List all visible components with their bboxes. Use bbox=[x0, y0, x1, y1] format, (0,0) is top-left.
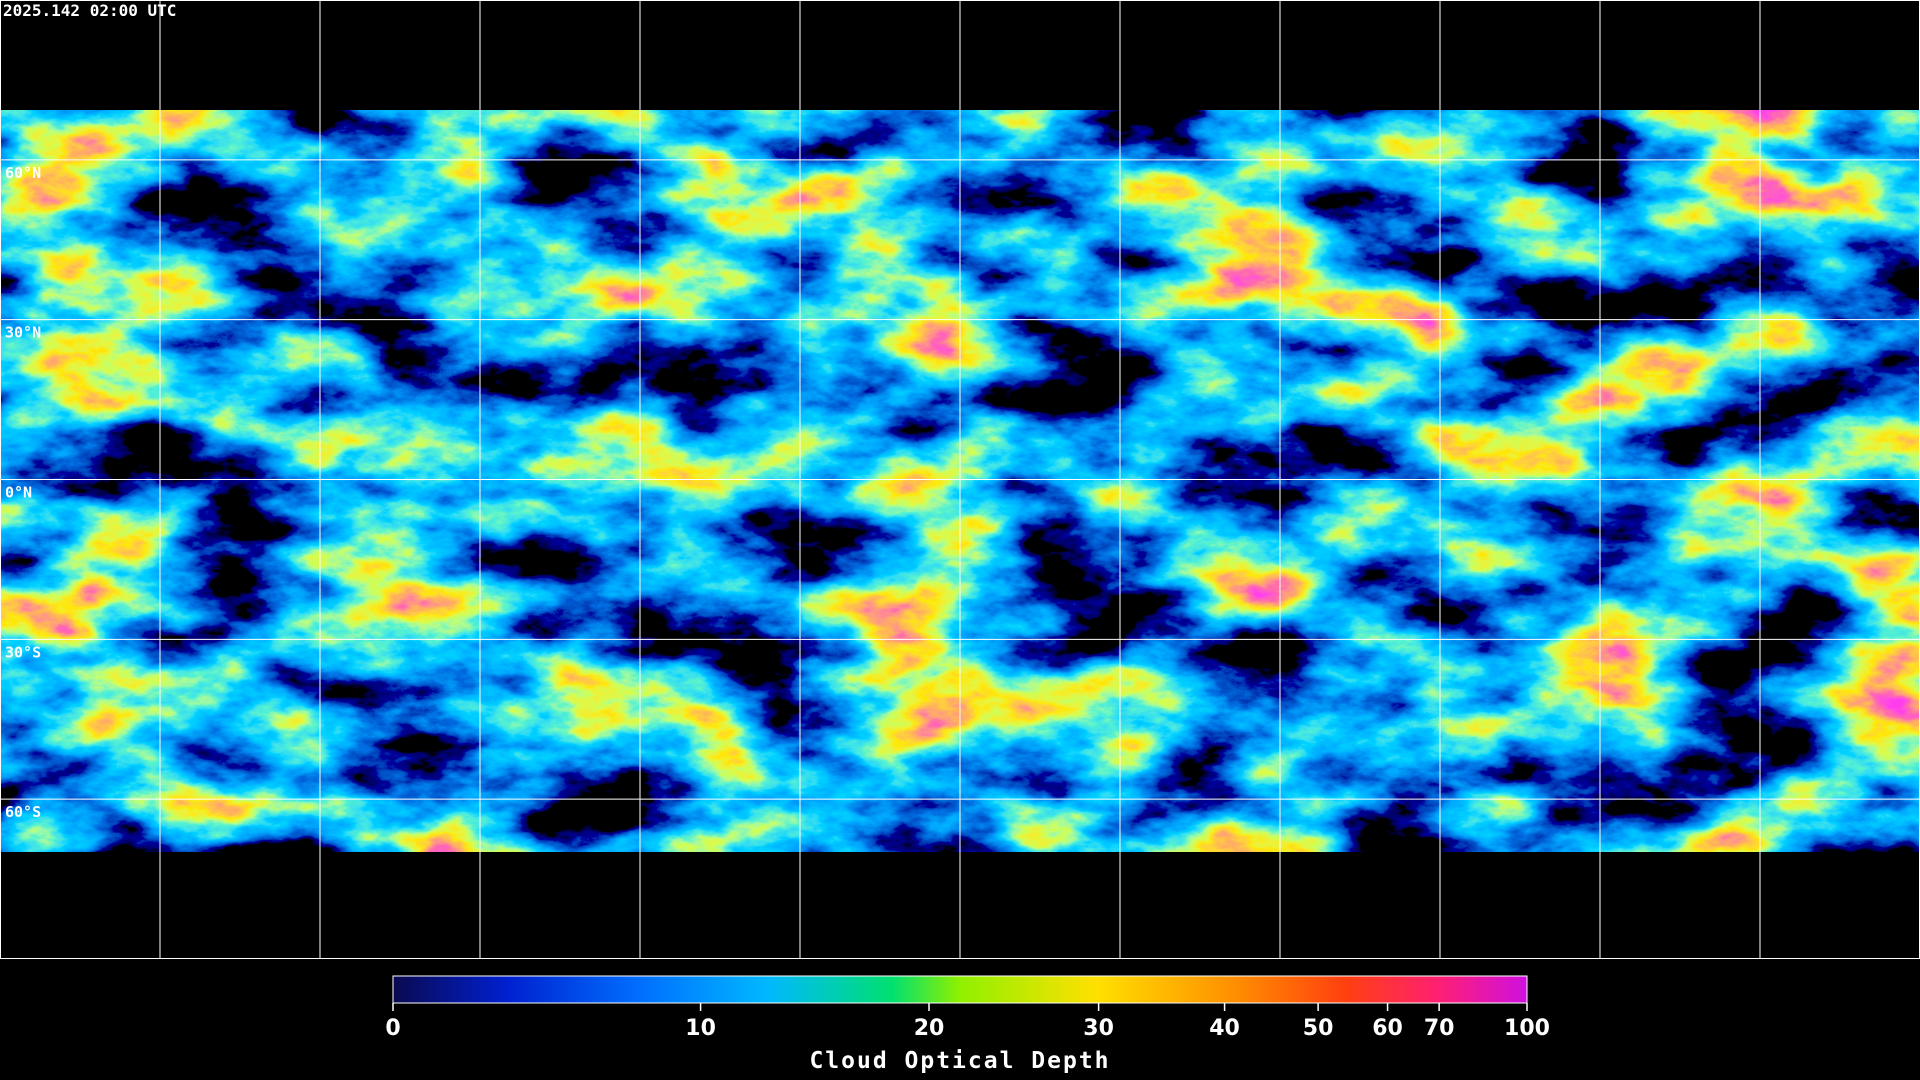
latitude-label: 0°N bbox=[5, 484, 32, 502]
colorbar-tick-label: 20 bbox=[914, 1016, 945, 1041]
latitude-label: 60°N bbox=[5, 164, 41, 182]
colorbar-tick-label: 0 bbox=[385, 1016, 400, 1041]
colorbar-tick-label: 100 bbox=[1504, 1016, 1550, 1041]
colorbar-tick-label: 50 bbox=[1303, 1016, 1334, 1041]
colorbar-tick-label: 10 bbox=[685, 1016, 716, 1041]
latitude-label: 30°S bbox=[5, 643, 41, 661]
latitude-label: 30°N bbox=[5, 324, 41, 342]
colorbar-tick-label: 70 bbox=[1424, 1016, 1455, 1041]
latitude-label: 60°S bbox=[5, 803, 41, 821]
colorbar-tick-label: 30 bbox=[1083, 1016, 1114, 1041]
timestamp: 2025.142 02:00 UTC bbox=[3, 1, 176, 20]
colorbar bbox=[392, 975, 1528, 1004]
graticule bbox=[0, 0, 1920, 959]
colorbar-tick-label: 40 bbox=[1209, 1016, 1240, 1041]
colorbar-tick-label: 60 bbox=[1372, 1016, 1403, 1041]
colorbar-title: Cloud Optical Depth bbox=[809, 1048, 1110, 1074]
